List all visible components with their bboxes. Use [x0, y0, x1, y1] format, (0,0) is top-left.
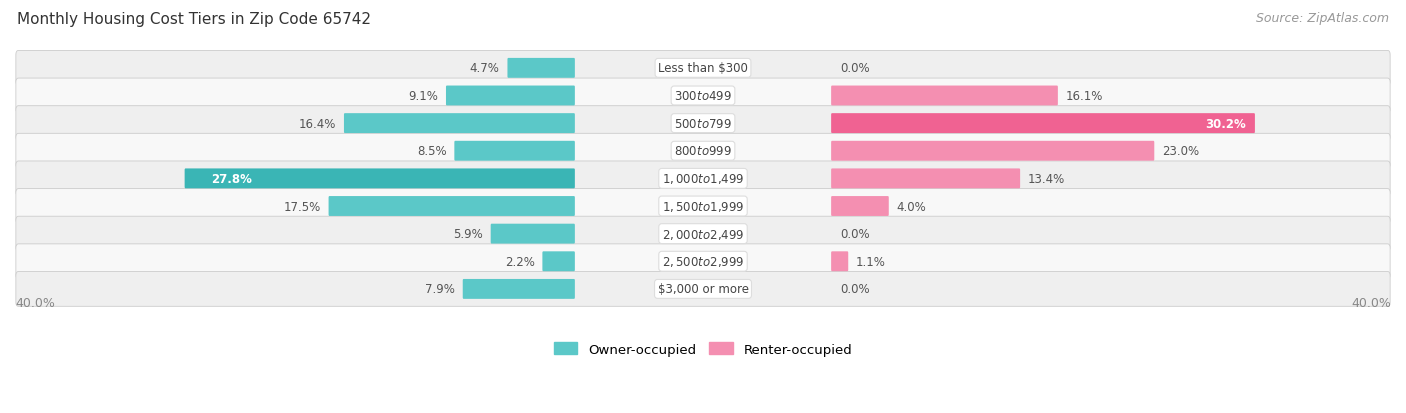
FancyBboxPatch shape	[15, 51, 1391, 86]
FancyBboxPatch shape	[446, 86, 575, 106]
Text: 16.4%: 16.4%	[299, 117, 336, 130]
FancyBboxPatch shape	[463, 279, 575, 299]
Text: $500 to $799: $500 to $799	[673, 117, 733, 130]
Text: 16.1%: 16.1%	[1066, 90, 1102, 103]
Text: 5.9%: 5.9%	[453, 228, 482, 240]
Legend: Owner-occupied, Renter-occupied: Owner-occupied, Renter-occupied	[548, 337, 858, 361]
FancyBboxPatch shape	[831, 86, 1057, 106]
FancyBboxPatch shape	[344, 114, 575, 134]
FancyBboxPatch shape	[831, 197, 889, 216]
Text: 2.2%: 2.2%	[505, 255, 534, 268]
FancyBboxPatch shape	[831, 141, 1154, 161]
FancyBboxPatch shape	[184, 169, 575, 189]
Text: $1,000 to $1,499: $1,000 to $1,499	[662, 172, 744, 186]
FancyBboxPatch shape	[15, 272, 1391, 306]
Text: Source: ZipAtlas.com: Source: ZipAtlas.com	[1256, 12, 1389, 25]
FancyBboxPatch shape	[15, 189, 1391, 224]
FancyBboxPatch shape	[15, 79, 1391, 114]
FancyBboxPatch shape	[508, 59, 575, 78]
FancyBboxPatch shape	[454, 141, 575, 161]
Text: 23.0%: 23.0%	[1161, 145, 1199, 158]
Text: 0.0%: 0.0%	[841, 228, 870, 240]
FancyBboxPatch shape	[15, 134, 1391, 169]
Text: 4.0%: 4.0%	[897, 200, 927, 213]
Text: $800 to $999: $800 to $999	[673, 145, 733, 158]
FancyBboxPatch shape	[15, 161, 1391, 196]
FancyBboxPatch shape	[15, 107, 1391, 141]
Text: 4.7%: 4.7%	[470, 62, 499, 75]
FancyBboxPatch shape	[831, 252, 848, 272]
FancyBboxPatch shape	[831, 169, 1021, 189]
Text: 7.9%: 7.9%	[425, 283, 456, 296]
Text: 0.0%: 0.0%	[841, 283, 870, 296]
FancyBboxPatch shape	[543, 252, 575, 272]
FancyBboxPatch shape	[15, 244, 1391, 279]
Text: 8.5%: 8.5%	[418, 145, 447, 158]
FancyBboxPatch shape	[15, 217, 1391, 252]
Text: 0.0%: 0.0%	[841, 62, 870, 75]
Text: 27.8%: 27.8%	[211, 173, 252, 185]
Text: $300 to $499: $300 to $499	[673, 90, 733, 103]
Text: 40.0%: 40.0%	[1351, 296, 1391, 309]
Text: 30.2%: 30.2%	[1205, 117, 1246, 130]
FancyBboxPatch shape	[329, 197, 575, 216]
FancyBboxPatch shape	[491, 224, 575, 244]
Text: 40.0%: 40.0%	[15, 296, 55, 309]
FancyBboxPatch shape	[831, 114, 1256, 134]
Text: 1.1%: 1.1%	[856, 255, 886, 268]
Text: $2,500 to $2,999: $2,500 to $2,999	[662, 255, 744, 268]
Text: 17.5%: 17.5%	[284, 200, 321, 213]
Text: Monthly Housing Cost Tiers in Zip Code 65742: Monthly Housing Cost Tiers in Zip Code 6…	[17, 12, 371, 27]
Text: $3,000 or more: $3,000 or more	[658, 283, 748, 296]
Text: $1,500 to $1,999: $1,500 to $1,999	[662, 199, 744, 214]
Text: Less than $300: Less than $300	[658, 62, 748, 75]
Text: 9.1%: 9.1%	[408, 90, 439, 103]
Text: $2,000 to $2,499: $2,000 to $2,499	[662, 227, 744, 241]
Text: 13.4%: 13.4%	[1028, 173, 1066, 185]
